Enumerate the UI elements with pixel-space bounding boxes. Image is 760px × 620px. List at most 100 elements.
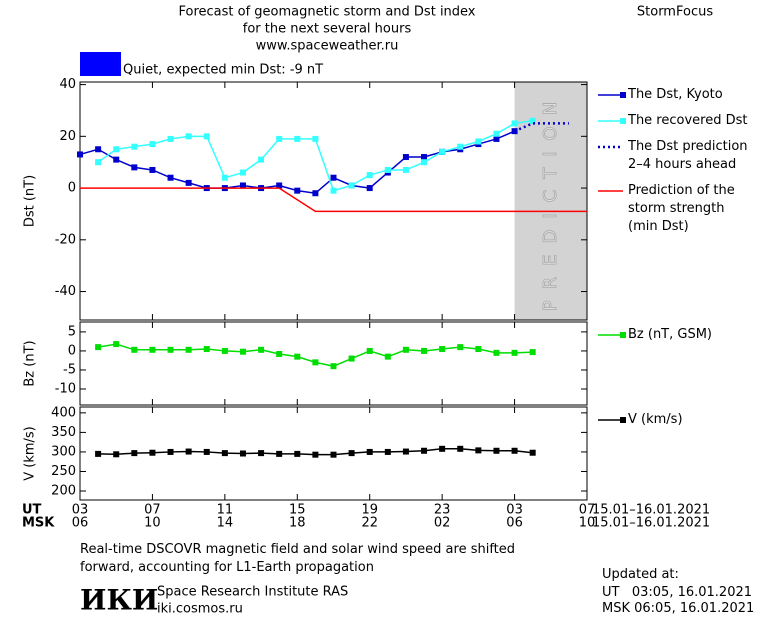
- legend-entry: V (km/s): [628, 412, 683, 427]
- x-tick-label: 07: [144, 503, 161, 518]
- series-marker: [421, 447, 428, 454]
- series-marker: [330, 174, 337, 181]
- y-tick-label: -10: [55, 382, 76, 397]
- series-marker: [330, 451, 337, 458]
- y-axis-label: Bz (nT): [23, 340, 38, 386]
- series-marker: [276, 350, 283, 357]
- series-marker: [203, 133, 210, 140]
- series-marker: [330, 363, 337, 370]
- series-marker: [167, 174, 174, 181]
- legend-marker: [620, 332, 626, 338]
- series-marker: [258, 450, 265, 457]
- x2-tick-label: 18: [289, 516, 306, 531]
- series-marker: [131, 164, 138, 171]
- series-marker: [421, 159, 428, 166]
- x-tick-label: 11: [217, 503, 234, 518]
- series-marker: [258, 156, 265, 163]
- x2-tick-label: 06: [72, 516, 89, 531]
- logo: ИКИ: [80, 584, 158, 617]
- series-marker: [203, 346, 210, 353]
- series-marker: [95, 159, 102, 166]
- series-marker: [475, 346, 482, 353]
- legend-entry: The Dst, Kyoto: [628, 87, 723, 102]
- series-marker: [185, 133, 192, 140]
- series-marker: [511, 349, 518, 356]
- series-marker: [475, 138, 482, 145]
- y-tick-label: 250: [51, 464, 76, 479]
- series-marker: [113, 156, 120, 163]
- series-marker: [366, 347, 373, 354]
- plot-frame: [79, 81, 588, 321]
- series-marker: [312, 451, 319, 458]
- x2-tick-label: 02: [434, 516, 451, 531]
- series-marker: [149, 346, 156, 353]
- x-axis-label: UT: [22, 503, 42, 518]
- updated-label: Updated at:: [602, 567, 679, 582]
- prediction-label: PREDICTION: [540, 91, 561, 311]
- series-marker: [439, 148, 446, 155]
- y-axis-label: Dst (nT): [23, 175, 38, 227]
- series-marker: [475, 447, 482, 454]
- y-tick-label: 0: [68, 343, 76, 358]
- series-marker: [203, 448, 210, 455]
- series-marker: [529, 349, 536, 356]
- title-line: for the next several hours: [243, 22, 412, 37]
- x2-tick-label: 22: [361, 516, 378, 531]
- series-marker: [276, 450, 283, 457]
- series-marker: [167, 346, 174, 353]
- series-marker: [366, 185, 373, 192]
- series-marker: [113, 341, 120, 348]
- series-marker: [493, 135, 500, 142]
- series-marker: [239, 182, 246, 189]
- series-marker: [384, 353, 391, 360]
- series-marker: [366, 172, 373, 179]
- legend-entry: The recovered Dst: [628, 113, 748, 128]
- series-marker: [511, 120, 518, 127]
- series-marker: [294, 135, 301, 142]
- y-axis-label: V (km/s): [23, 426, 38, 481]
- title-line: www.spaceweather.ru: [256, 39, 399, 54]
- series-marker: [348, 182, 355, 189]
- series-marker: [421, 154, 428, 161]
- series-marker: [439, 346, 446, 353]
- series-marker: [221, 450, 228, 457]
- brand: StormFocus: [637, 5, 713, 20]
- x-tick-label: 19: [361, 503, 378, 518]
- series-marker: [149, 166, 156, 173]
- series-marker: [167, 135, 174, 142]
- series-marker: [366, 448, 373, 455]
- series-marker: [529, 449, 536, 456]
- series-marker: [493, 349, 500, 356]
- x2-tick-label: 10: [579, 516, 596, 531]
- series-marker: [294, 450, 301, 457]
- series-line: [514, 122, 569, 133]
- y-tick-label: -20: [55, 232, 76, 247]
- series-marker: [529, 117, 536, 124]
- updated-ut: UT 03:05, 16.01.2021: [602, 585, 753, 600]
- x2-tick-label: 06: [506, 516, 523, 531]
- series-marker: [113, 451, 120, 458]
- series-marker: [95, 146, 102, 153]
- series-marker: [511, 447, 518, 454]
- series-marker: [221, 174, 228, 181]
- title-line: Forecast of geomagnetic storm and Dst in…: [178, 5, 475, 20]
- series-marker: [402, 166, 409, 173]
- updated-msk: MSK 06:05, 16.01.2021: [602, 601, 755, 616]
- x-tick-label: 07: [579, 503, 596, 518]
- series-marker: [95, 344, 102, 351]
- y-tick-label: 40: [59, 77, 76, 92]
- x-tick-label: 15: [289, 503, 306, 518]
- series-marker: [131, 143, 138, 150]
- status-text: Quiet, expected min Dst: -9 nT: [123, 63, 323, 78]
- site: iki.cosmos.ru: [157, 602, 243, 617]
- series-marker: [312, 359, 319, 366]
- series-line: [80, 187, 587, 213]
- series-marker: [294, 187, 301, 194]
- series-marker: [493, 447, 500, 454]
- y-tick-label: 200: [51, 484, 76, 499]
- series-marker: [77, 151, 83, 158]
- series-marker: [348, 450, 355, 457]
- x2-tick-label: 14: [217, 516, 234, 531]
- y-tick-label: 300: [51, 444, 76, 459]
